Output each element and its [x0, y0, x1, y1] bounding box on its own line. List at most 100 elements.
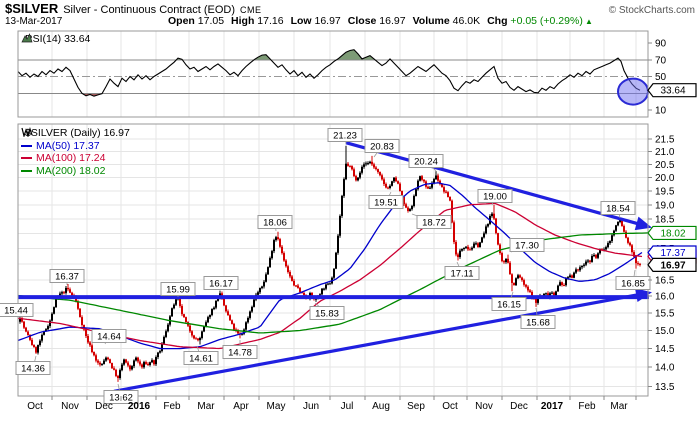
rsi-legend-label: RSI(14) 33.64: [25, 33, 91, 45]
price-panel-border: [17, 123, 649, 397]
svg-text:14.78: 14.78: [228, 348, 252, 359]
svg-text:2016: 2016: [128, 401, 151, 412]
rsi-threshold-lines: [18, 59, 648, 94]
quote-date: 13-Mar-2017: [5, 16, 63, 27]
svg-text:19.51: 19.51: [374, 198, 398, 209]
date-axis: Oct Nov Dec 2016 Feb Mar Apr May Jun Jul Aug Sep Oct…: [27, 396, 637, 412]
svg-text:15.68: 15.68: [526, 318, 550, 329]
quote-summary: Open 17.05 High 17.16 Low 16.97 Close 16.97…: [168, 15, 600, 27]
svg-text:Nov: Nov: [475, 401, 493, 412]
svg-text:17.37: 17.37: [660, 248, 685, 259]
svg-text:Aug: Aug: [372, 401, 390, 412]
svg-text:16.97: 16.97: [660, 260, 685, 271]
svg-text:21.23: 21.23: [333, 131, 357, 142]
svg-text:15.99: 15.99: [166, 285, 190, 296]
svg-text:17.30: 17.30: [515, 241, 539, 252]
price-callout: 16.37: [49, 269, 85, 283]
quote-high: High 17.16: [231, 15, 284, 27]
svg-text:33.64: 33.64: [660, 86, 685, 97]
price-callout: 17.11: [444, 266, 480, 280]
price-callout: 16.85: [615, 276, 651, 290]
svg-text:20.83: 20.83: [370, 142, 394, 153]
svg-text:2017: 2017: [541, 401, 564, 412]
svg-text:Jul: Jul: [341, 401, 354, 412]
rsi-panel-border: [17, 30, 649, 118]
svg-text:18.72: 18.72: [422, 218, 446, 229]
price-callout: 18.54: [600, 201, 636, 215]
svg-text:Mar: Mar: [197, 401, 215, 412]
svg-text:21.0: 21.0: [655, 147, 675, 158]
svg-text:15.83: 15.83: [315, 309, 339, 320]
svg-text:50: 50: [655, 72, 667, 83]
svg-text:Oct: Oct: [27, 401, 43, 412]
svg-text:Nov: Nov: [61, 401, 79, 412]
svg-text:16.0: 16.0: [655, 292, 675, 303]
svg-text:14.0: 14.0: [655, 363, 675, 374]
svg-text:16.15: 16.15: [497, 300, 521, 311]
price-callout: 14.78: [222, 345, 258, 359]
svg-text:Jun: Jun: [303, 401, 319, 412]
svg-text:10: 10: [655, 106, 667, 117]
svg-text:15.0: 15.0: [655, 326, 675, 337]
svg-text:70: 70: [655, 55, 667, 66]
axis-value-box: 33.64: [647, 83, 697, 98]
svg-text:21.5: 21.5: [655, 135, 675, 146]
svg-text:15.44: 15.44: [4, 306, 28, 317]
price-callout: 19.00: [477, 189, 513, 203]
svg-text:15.5: 15.5: [655, 309, 675, 320]
svg-text:90: 90: [655, 39, 667, 50]
svg-text:Sep: Sep: [407, 401, 425, 412]
quote-open: Open 17.05: [168, 15, 225, 27]
axis-value-box: 16.97: [647, 257, 697, 272]
svg-text:14.64: 14.64: [97, 332, 121, 343]
ma50-swatch: [21, 144, 32, 147]
price-callout: 21.23: [327, 128, 363, 142]
svg-text:Feb: Feb: [578, 401, 596, 412]
ma100-legend-label: MA(100) 17.24: [36, 152, 106, 165]
price-callout: 18.72: [416, 215, 452, 229]
svg-text:Dec: Dec: [95, 401, 113, 412]
axis-value-box: 18.02: [647, 225, 697, 241]
price-callout: 18.06: [257, 215, 293, 229]
svg-text:18.02: 18.02: [660, 228, 685, 239]
rsi-line: [17, 49, 641, 97]
price-callout: 15.44: [0, 303, 34, 317]
ma200-swatch: [21, 169, 32, 172]
svg-text:16.37: 16.37: [55, 272, 79, 283]
quote-volume: Volume 46.0K: [412, 15, 481, 27]
svg-text:20.5: 20.5: [655, 160, 675, 171]
rsi-axis: 90 70 50 10 33.64: [647, 39, 697, 117]
price-legend-label: $SILVER (Daily) 16.97: [25, 127, 130, 140]
price-callout: 20.24: [408, 154, 444, 168]
price-callout: 16.17: [203, 276, 239, 290]
svg-text:Mar: Mar: [610, 401, 628, 412]
svg-text:18.54: 18.54: [606, 204, 630, 215]
svg-text:14.36: 14.36: [21, 364, 45, 375]
svg-text:Apr: Apr: [233, 401, 249, 412]
svg-text:16.5: 16.5: [655, 275, 675, 286]
quote-close: Close 16.97: [347, 15, 406, 27]
price-callout: 17.30: [509, 238, 545, 252]
change-up-arrow-icon: ▲: [582, 17, 593, 26]
svg-text:14.61: 14.61: [189, 354, 213, 365]
price-callout: 15.68: [520, 315, 556, 329]
ma50-legend-label: MA(50) 17.37: [36, 139, 100, 152]
svg-text:Oct: Oct: [442, 401, 458, 412]
svg-text:19.00: 19.00: [483, 192, 507, 203]
copyright-link[interactable]: © StockCharts.com: [608, 5, 695, 16]
instrument-name: Silver - Continuous Contract (EOD): [63, 4, 235, 16]
exchange-label: CME: [240, 5, 262, 15]
quote-low: Low 16.97: [290, 15, 341, 27]
quote-chg: Chg +0.05 (+0.29%) ▲: [487, 15, 593, 27]
svg-text:Dec: Dec: [510, 401, 528, 412]
axis-value-box: 17.37: [647, 245, 697, 260]
svg-text:16.85: 16.85: [621, 279, 645, 290]
svg-text:20.0: 20.0: [655, 173, 675, 184]
price-callout: 19.51: [368, 195, 404, 209]
svg-text:16.17: 16.17: [209, 279, 233, 290]
svg-text:May: May: [267, 401, 286, 412]
svg-text:17.11: 17.11: [450, 269, 473, 280]
svg-text:18.06: 18.06: [263, 218, 287, 229]
